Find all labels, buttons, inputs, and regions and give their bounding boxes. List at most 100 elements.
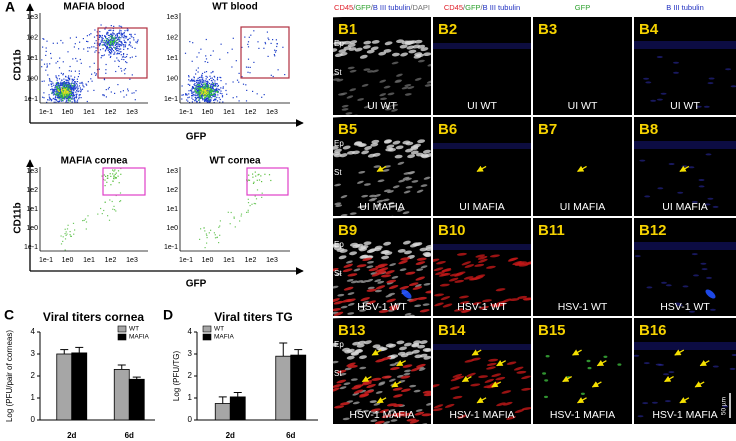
event-dot <box>115 177 117 179</box>
cell <box>416 268 424 271</box>
cell <box>706 276 712 279</box>
event-dot <box>58 90 60 92</box>
cell <box>341 104 349 108</box>
event-dot <box>65 82 67 84</box>
cell <box>406 45 415 50</box>
event-dot <box>106 45 108 47</box>
event-dot <box>233 216 235 218</box>
event-dot <box>79 58 81 61</box>
cell <box>415 409 423 412</box>
event-dot <box>215 88 217 90</box>
event-dot <box>205 84 207 86</box>
event-dot <box>115 172 117 174</box>
event-dot <box>56 97 58 99</box>
event-dot <box>65 94 67 96</box>
cell <box>375 285 386 290</box>
event-dot <box>57 95 60 97</box>
event-dot <box>86 40 88 42</box>
event-dot <box>76 99 79 101</box>
event-dot <box>219 58 221 60</box>
epithelium <box>433 244 531 250</box>
cell <box>722 405 729 408</box>
event-dot <box>210 92 213 95</box>
texture <box>333 218 431 316</box>
cell <box>343 286 354 291</box>
header-part: / <box>371 3 374 12</box>
event-dot <box>120 30 122 32</box>
event-dot <box>107 41 109 43</box>
channel-header: CD45/GFP/B III tubulin/DAPI <box>334 3 430 12</box>
event-dot <box>113 25 115 27</box>
event-dot <box>117 42 119 44</box>
event-dot <box>186 94 188 96</box>
event-dot <box>201 90 204 92</box>
x-tick-label: 1e3 <box>266 257 278 264</box>
event-dot <box>250 34 252 36</box>
event-dot <box>242 83 245 85</box>
event-dot <box>209 94 212 96</box>
event-dot <box>209 86 212 88</box>
plot-title: MAFIA blood <box>63 2 124 13</box>
texture <box>333 318 431 424</box>
event-dot <box>105 72 107 74</box>
event-dot <box>106 33 108 35</box>
event-dot <box>112 43 115 45</box>
cell <box>388 378 396 382</box>
cell <box>442 303 453 308</box>
cell <box>338 41 347 46</box>
event-dot <box>66 83 68 85</box>
cell <box>361 194 369 198</box>
event-dot <box>195 100 198 102</box>
event-dot <box>50 52 52 55</box>
event-dot <box>253 202 255 205</box>
event-dot <box>95 73 97 75</box>
event-dot <box>56 85 58 88</box>
event-dot <box>64 238 67 240</box>
event-dot <box>120 32 122 34</box>
cell <box>391 52 400 57</box>
event-dot <box>199 92 201 95</box>
x-tick-label: 1e0 <box>62 109 74 116</box>
event-dot <box>112 180 114 182</box>
event-dot <box>188 90 190 92</box>
event-dot <box>69 65 71 68</box>
event-dot <box>123 34 125 36</box>
event-dot <box>45 50 47 52</box>
texture <box>634 242 736 313</box>
event-dot <box>202 97 204 100</box>
event-dot <box>110 91 112 93</box>
cell <box>389 263 396 267</box>
micrograph-bg <box>634 17 736 115</box>
event-dot <box>73 83 75 85</box>
panel-label: B3 <box>538 21 557 38</box>
event-dot <box>135 90 137 92</box>
event-dot <box>49 63 51 65</box>
pointer-arrow <box>699 360 710 367</box>
y-tick-label: 1 <box>31 393 36 402</box>
event-dot <box>268 174 271 176</box>
event-dot <box>209 99 211 101</box>
event-dot <box>215 94 217 96</box>
cell <box>392 387 403 391</box>
cell <box>586 359 591 363</box>
event-dot <box>206 98 209 100</box>
event-dot <box>116 53 118 55</box>
cell <box>369 400 377 403</box>
event-dot <box>111 200 113 203</box>
event-dot <box>210 83 212 85</box>
event-dot <box>72 94 75 96</box>
event-dot <box>124 35 126 37</box>
event-dot <box>63 98 66 100</box>
event-dot <box>212 93 214 95</box>
event-dot <box>119 29 121 31</box>
event-dot <box>103 174 105 176</box>
cell <box>407 171 415 175</box>
event-dot <box>66 87 68 89</box>
panel-caption: HSV-1 MAFIA <box>349 409 414 421</box>
event-dot <box>124 41 126 43</box>
channel-header: GFP <box>575 3 590 12</box>
event-dot <box>59 90 62 92</box>
event-dot <box>205 88 207 90</box>
event-dot <box>210 229 212 231</box>
event-dot <box>267 55 269 57</box>
